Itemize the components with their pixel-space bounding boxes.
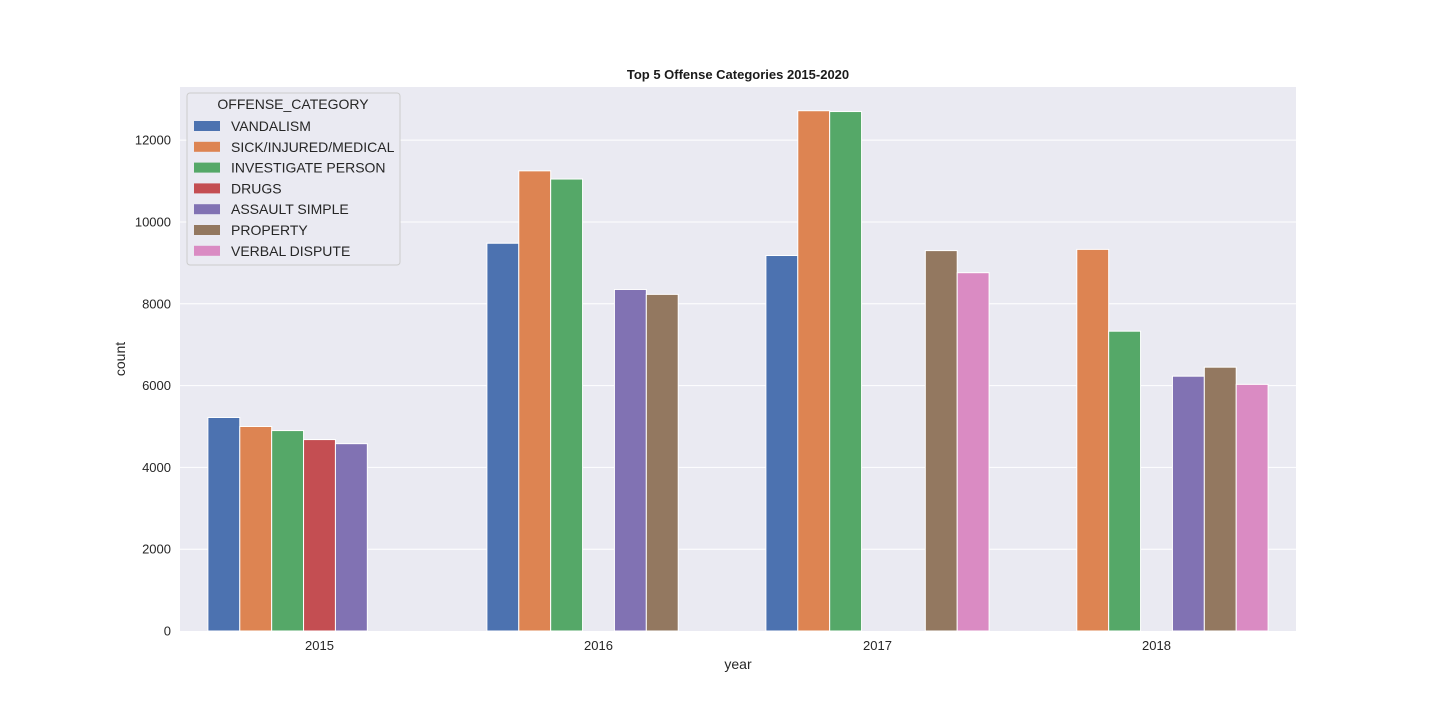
bar-assault-simple-2016 <box>613 288 647 632</box>
bar-property-2016 <box>645 293 679 632</box>
bar-vandalism-2015 <box>207 416 241 632</box>
legend-box <box>186 92 401 266</box>
bar-sick-injured-medical-2018 <box>1076 248 1110 632</box>
legend-swatch <box>194 121 220 131</box>
x-tick-label: 2016 <box>584 638 613 653</box>
bars <box>207 110 1269 632</box>
legend-swatch <box>194 225 220 235</box>
bar-assault-simple-2015 <box>334 443 368 632</box>
legend-label: INVESTIGATE PERSON <box>231 160 386 176</box>
bar-verbal-dispute-2018 <box>1235 383 1269 632</box>
legend-label: SICK/INJURED/MEDICAL <box>231 139 395 155</box>
x-axis-label: year <box>724 656 752 672</box>
y-tick-label: 6000 <box>142 378 171 393</box>
bar-sick-injured-medical-2017 <box>797 110 831 632</box>
y-tick-label: 8000 <box>142 296 171 311</box>
legend: OFFENSE_CATEGORY VANDALISM SICK/INJURED/M… <box>186 92 401 266</box>
bar-investigate-person-2017 <box>829 111 863 632</box>
legend-swatch <box>194 245 220 256</box>
legend-label: PROPERTY <box>231 222 308 238</box>
bar-property-2017 <box>924 250 958 632</box>
bar-sick-injured-medical-2016 <box>518 170 552 632</box>
y-tick-label: 2000 <box>142 542 171 557</box>
bar-investigate-person-2015 <box>271 430 305 632</box>
bar-assault-simple-2018 <box>1171 375 1205 632</box>
x-tick-label: 2017 <box>863 638 892 653</box>
legend-swatch <box>194 162 220 173</box>
y-tick-labels: 0 2000 4000 6000 8000 10000 12000 <box>135 133 171 639</box>
bar-investigate-person-2016 <box>550 178 584 632</box>
y-tick-label: 4000 <box>142 460 171 475</box>
legend-label: VERBAL DISPUTE <box>231 243 350 259</box>
legend-swatch <box>194 183 220 194</box>
legend-label: VANDALISM <box>231 118 311 134</box>
legend-swatch <box>194 204 220 215</box>
bar-verbal-dispute-2017 <box>956 272 990 632</box>
y-tick-label: 10000 <box>135 214 171 229</box>
legend-label: DRUGS <box>231 180 282 196</box>
bar-investigate-person-2018 <box>1108 330 1142 632</box>
bar-vandalism-2017 <box>765 255 799 632</box>
x-tick-label: 2018 <box>1142 638 1171 653</box>
y-axis-label: count <box>112 342 128 376</box>
legend-label: ASSAULT SIMPLE <box>231 201 349 217</box>
bar-sick-injured-medical-2015 <box>239 425 273 632</box>
x-tick-label: 2015 <box>305 638 334 653</box>
legend-title: OFFENSE_CATEGORY <box>217 96 369 112</box>
bar-vandalism-2016 <box>486 242 520 632</box>
bar-property-2018 <box>1203 366 1237 632</box>
y-tick-label: 12000 <box>135 133 171 148</box>
y-tick-label: 0 <box>164 624 171 639</box>
legend-swatch <box>194 141 220 152</box>
chart-title: Top 5 Offense Categories 2015-2020 <box>627 67 849 82</box>
bar-drugs-2015 <box>303 439 336 632</box>
x-tick-labels: 2015 2016 2017 2018 <box>305 638 1171 653</box>
